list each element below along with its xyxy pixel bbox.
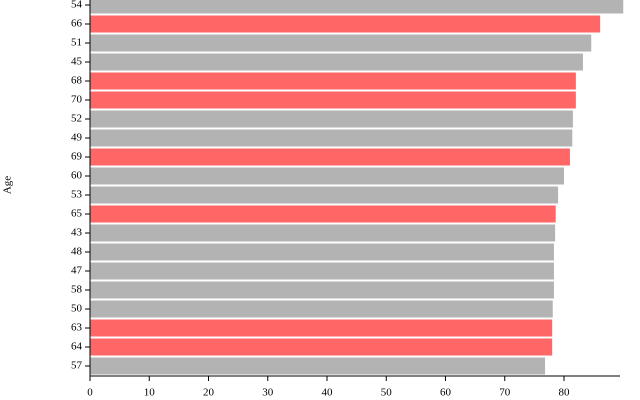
y-tick-label: 57 (71, 360, 83, 372)
x-tick-label: 80 (559, 387, 571, 399)
y-tick-label: 53 (71, 189, 83, 201)
bar (90, 281, 554, 299)
x-tick-label: 70 (499, 387, 511, 399)
y-tick-label: 48 (71, 246, 83, 258)
y-tick-label: 70 (71, 94, 83, 106)
x-tick-label: 30 (262, 387, 274, 399)
bar (90, 300, 553, 318)
x-tick-label: 20 (203, 387, 215, 399)
bar (90, 53, 583, 71)
y-tick-label: 50 (71, 303, 83, 315)
bar (90, 262, 554, 280)
y-axis-label: Age (2, 176, 14, 194)
y-tick-label: 63 (71, 322, 83, 334)
y-tick-label: 54 (71, 0, 83, 11)
bar (90, 91, 576, 109)
bar (90, 0, 624, 14)
bar (90, 205, 556, 223)
x-tick-label: 60 (440, 387, 452, 399)
y-tick-label: 51 (71, 37, 82, 49)
bar (90, 15, 601, 33)
y-tick-label: 69 (71, 151, 83, 163)
y-tick-label: 49 (71, 132, 83, 144)
x-tick-label: 50 (381, 387, 393, 399)
bar (90, 319, 553, 337)
bar (90, 110, 573, 128)
y-tick-label: 43 (71, 227, 83, 239)
bar (90, 72, 576, 90)
bar (90, 338, 553, 356)
y-tick-label: 47 (71, 265, 83, 277)
bar (90, 224, 556, 242)
y-tick-label: 68 (71, 75, 83, 87)
bar (90, 34, 592, 52)
bar (90, 167, 565, 185)
y-tick-label: 66 (71, 18, 83, 30)
bar (90, 148, 570, 166)
y-tick-label: 45 (71, 56, 83, 68)
y-tick-label: 58 (71, 284, 83, 296)
bar (90, 243, 554, 261)
x-tick-label: 10 (144, 387, 156, 399)
bar (90, 129, 573, 147)
x-tick-label: 0 (87, 387, 93, 399)
y-tick-label: 60 (71, 170, 83, 182)
x-tick-label: 40 (322, 387, 334, 399)
y-tick-label: 65 (71, 208, 83, 220)
bar (90, 357, 546, 375)
y-tick-label: 64 (71, 341, 83, 353)
bar (90, 186, 559, 204)
y-tick-label: 52 (71, 113, 82, 125)
